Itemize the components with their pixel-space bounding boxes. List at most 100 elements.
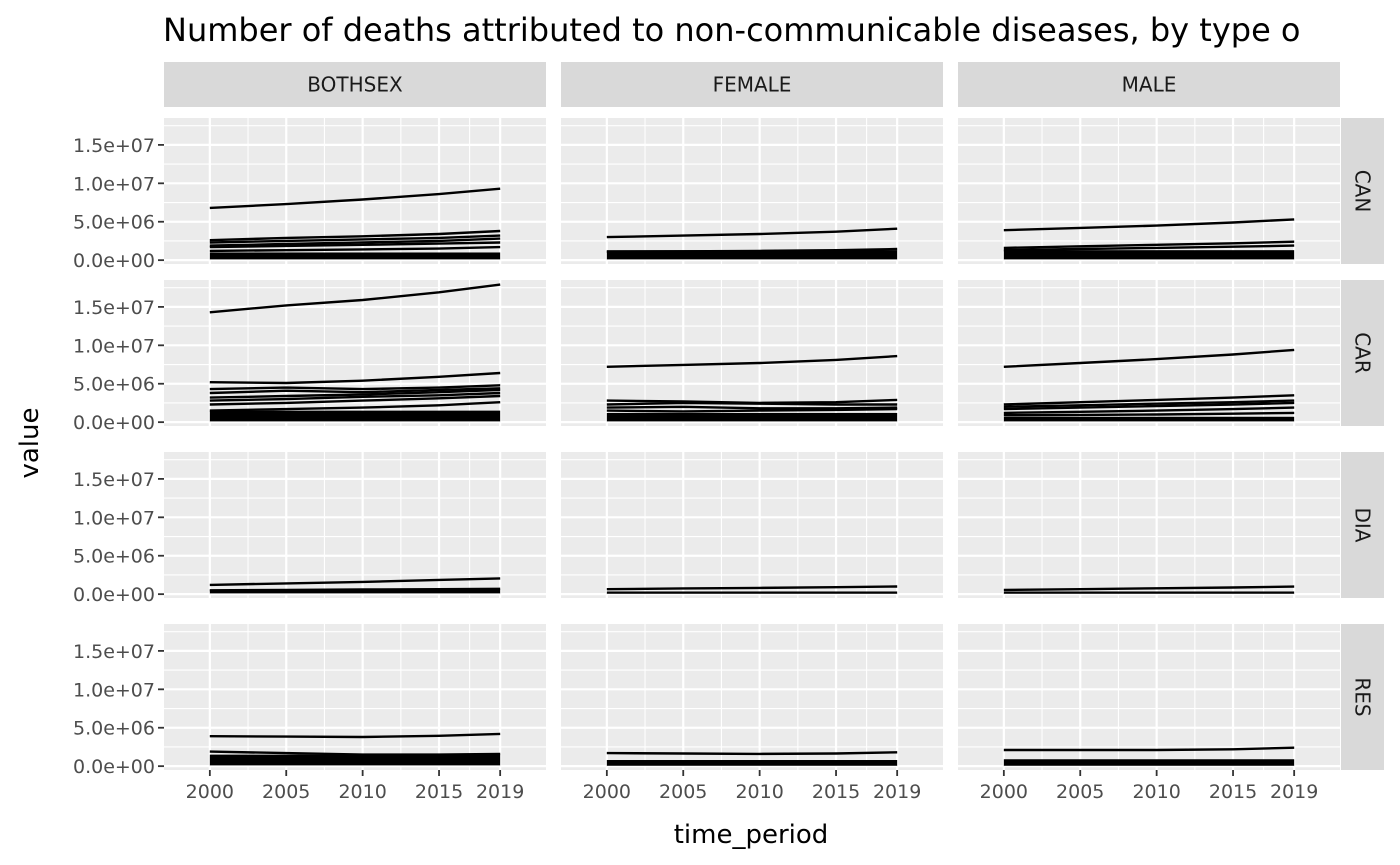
y-tick-label: 1.5e+07 <box>73 297 155 319</box>
dense-lines-band <box>606 250 898 260</box>
series-line <box>1003 240 1295 250</box>
series-line <box>209 371 501 385</box>
series-line <box>606 247 898 253</box>
series-line <box>209 384 501 391</box>
y-tick-label: 1.0e+07 <box>73 507 155 529</box>
series-line <box>209 401 501 412</box>
panel-background <box>958 118 1340 264</box>
series-line <box>209 241 501 249</box>
panel-male-dia <box>958 452 1340 598</box>
panel-lines-bothsex-dia <box>209 577 501 594</box>
series-line <box>606 401 898 406</box>
series-line <box>1003 394 1295 406</box>
y-tick-label: 0.0e+00 <box>73 412 155 434</box>
row-strip <box>1341 452 1384 598</box>
series-line <box>1003 244 1295 252</box>
y-tick-label: 0.0e+00 <box>73 756 155 778</box>
series-line <box>606 751 898 756</box>
column-strip <box>958 62 1340 107</box>
panel-lines-bothsex-res <box>209 732 501 766</box>
panel-lines-female-dia <box>606 585 898 594</box>
x-tick-label: 2005 <box>262 781 310 803</box>
series-line <box>209 391 501 402</box>
y-tick-label: 0.0e+00 <box>73 250 155 272</box>
panel-background <box>561 452 943 598</box>
series-line <box>209 237 501 247</box>
series-line <box>209 283 501 314</box>
panel-male-can <box>958 118 1340 264</box>
panel-lines-male-res <box>1003 746 1295 766</box>
x-tick-label: 2019 <box>873 781 921 803</box>
panel-female-dia <box>561 452 943 598</box>
dense-lines-band <box>209 589 501 594</box>
series-line <box>209 187 501 210</box>
panel-lines-male-dia <box>1003 585 1295 594</box>
panel-female-can <box>561 118 943 264</box>
series-line <box>606 405 898 410</box>
y-tick-label: 1.0e+07 <box>73 335 155 357</box>
panel-lines-bothsex-can <box>209 187 501 260</box>
y-tick-label: 1.5e+07 <box>73 469 155 491</box>
series-line <box>209 587 501 592</box>
series-line <box>1003 585 1295 592</box>
panel-female-res <box>561 624 943 770</box>
x-tick-label: 2005 <box>659 781 707 803</box>
row-strip <box>1341 118 1384 264</box>
series-line <box>209 394 501 406</box>
facet-panels: BOTHSEX FEMALE MALE CAN CAR DIA RES 0.0e+00 5.0e… <box>73 62 1384 803</box>
chart-title: Number of deaths attributed to non-commu… <box>163 11 1301 49</box>
x-tick-label: 2019 <box>1270 781 1318 803</box>
dense-lines-band <box>1003 759 1295 766</box>
panel-background <box>164 452 546 598</box>
series-line <box>209 388 501 399</box>
panel-background <box>164 624 546 770</box>
series-line <box>209 229 501 242</box>
x-axis-title: time_period <box>674 820 829 850</box>
y-tick-label: 1.5e+07 <box>73 641 155 663</box>
panel-lines-female-can <box>606 227 898 260</box>
panel-male-res <box>958 624 1340 770</box>
row-strip-label: DIA <box>1351 508 1375 543</box>
dense-lines-band <box>209 252 501 260</box>
row-strip-label: RES <box>1351 677 1375 716</box>
y-tick-label: 1.5e+07 <box>73 135 155 157</box>
series-line <box>209 577 501 587</box>
panel-background <box>561 624 943 770</box>
panel-background <box>958 624 1340 770</box>
row-strip <box>1341 624 1384 770</box>
dense-lines-band <box>606 591 898 594</box>
series-line <box>209 245 501 253</box>
series-line <box>1003 348 1295 368</box>
dense-lines-band <box>1003 591 1295 594</box>
series-line <box>606 407 898 413</box>
panel-lines-female-car <box>606 354 898 422</box>
series-line <box>209 750 501 756</box>
x-tick-label: 2000 <box>980 781 1028 803</box>
series-line <box>606 227 898 239</box>
column-strip <box>561 62 943 107</box>
x-tick-label: 2010 <box>338 781 386 803</box>
y-tick-label: 5.0e+06 <box>73 212 155 234</box>
series-line <box>1003 411 1295 417</box>
x-tick-label: 2015 <box>415 781 463 803</box>
x-tick-label: 2000 <box>583 781 631 803</box>
column-strip-label: FEMALE <box>713 73 792 97</box>
series-line <box>209 387 501 395</box>
row-strip-label: CAR <box>1351 332 1375 374</box>
y-tick-label: 0.0e+00 <box>73 584 155 606</box>
x-tick-label: 2019 <box>476 781 524 803</box>
panel-bothsex-res <box>164 624 546 770</box>
column-strip-label: MALE <box>1122 73 1177 97</box>
x-tick-label: 2000 <box>186 781 234 803</box>
panel-lines-male-can <box>1003 218 1295 260</box>
panel-background <box>561 118 943 264</box>
series-line <box>1003 406 1295 415</box>
series-line <box>606 585 898 591</box>
y-tick-label: 5.0e+06 <box>73 718 155 740</box>
series-line <box>606 354 898 368</box>
x-tick-label: 2010 <box>1132 781 1180 803</box>
panel-bothsex-dia <box>164 452 546 598</box>
row-strip <box>1341 280 1384 426</box>
dense-lines-band <box>606 412 898 422</box>
